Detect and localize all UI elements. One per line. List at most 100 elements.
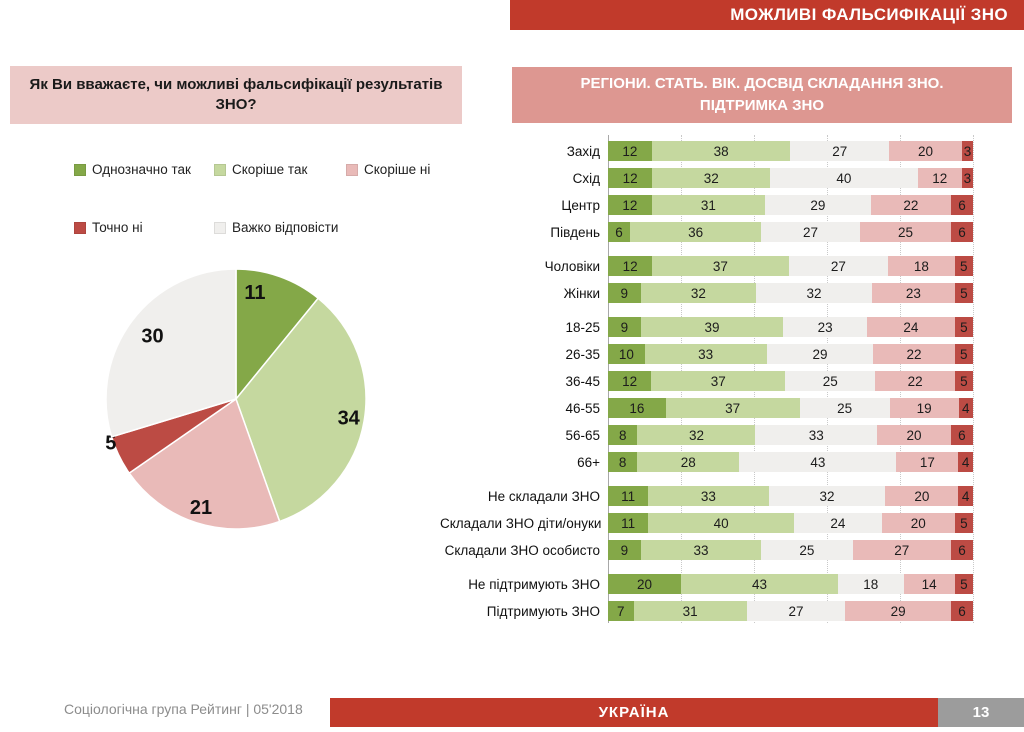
bar-track: 9 33 25 27 6 bbox=[608, 540, 973, 560]
bar-row-label: Складали ЗНО діти/онуки bbox=[440, 515, 602, 531]
bar-segment-definitely_no: 6 bbox=[951, 195, 973, 215]
bar-segment-hard_to_say: 33 bbox=[755, 425, 878, 445]
bar-segment-hard_to_say: 29 bbox=[764, 195, 871, 215]
bar-segment-rather_yes: 37 bbox=[652, 256, 789, 276]
slide-title: МОЖЛИВІ ФАЛЬСИФІКАЦІЇ ЗНО bbox=[730, 5, 1008, 24]
bar-row-label: Складали ЗНО особисто bbox=[444, 542, 600, 558]
legend-swatch-definitely_yes bbox=[74, 163, 86, 176]
slide-title-bar: МОЖЛИВІ ФАЛЬСИФІКАЦІЇ ЗНО bbox=[510, 0, 1024, 30]
bar-track: 11 33 32 20 4 bbox=[608, 486, 973, 506]
pie-slice-rather_yes bbox=[235, 297, 367, 523]
bar-segment-rather_no: 12 bbox=[917, 168, 962, 188]
legend-item-hard_to_say: Важко відповісти bbox=[214, 220, 346, 235]
legend-label: Важко відповісти bbox=[232, 220, 339, 235]
pie-value-label: 5 bbox=[105, 433, 116, 455]
legend-swatch-rather_yes bbox=[214, 163, 226, 176]
bar-row-label: 26-35 bbox=[565, 346, 600, 362]
bar-row-label: 36-45 bbox=[565, 373, 600, 389]
bar-segment-rather_yes: 36 bbox=[629, 222, 762, 242]
bar-segment-hard_to_say: 25 bbox=[785, 371, 876, 391]
bar-row: 26-35 10 33 29 22 5 bbox=[440, 344, 973, 364]
bar-row-label: Центр bbox=[561, 197, 600, 213]
pie-value-label: 34 bbox=[338, 408, 361, 430]
bar-segment-definitely_yes: 9 bbox=[608, 540, 641, 560]
pie-value-label: 11 bbox=[244, 282, 265, 304]
bar-segment-rather_no: 20 bbox=[885, 486, 959, 506]
bar-segment-definitely_yes: 12 bbox=[608, 168, 653, 188]
bar-segment-definitely_yes: 16 bbox=[608, 398, 666, 418]
bar-segment-rather_no: 22 bbox=[870, 195, 952, 215]
bar-segment-definitely_no: 4 bbox=[958, 486, 973, 506]
bar-segment-definitely_yes: 10 bbox=[608, 344, 645, 364]
bar-row: Південь 6 36 27 25 6 bbox=[440, 222, 973, 242]
pie-chart: 11 34 21 5 30 bbox=[100, 263, 372, 535]
bar-row: 36-45 12 37 25 22 5 bbox=[440, 371, 973, 391]
bar-segment-hard_to_say: 25 bbox=[799, 398, 890, 418]
bar-row-label: Підтримують ЗНО bbox=[486, 603, 600, 619]
bar-row: Захід 12 38 27 20 3 bbox=[440, 141, 973, 161]
bar-row: Підтримують ЗНО 7 31 27 29 6 bbox=[440, 601, 973, 621]
bar-segment-definitely_no: 5 bbox=[954, 371, 973, 391]
pie-value-label: 30 bbox=[141, 326, 163, 348]
bar-segment-rather_no: 14 bbox=[903, 574, 955, 594]
question-box: Як Ви вважаєте, чи можливі фальсифікації… bbox=[10, 66, 462, 124]
bar-row: Складали ЗНО особисто 9 33 25 27 6 bbox=[440, 540, 973, 560]
bar-segment-rather_yes: 31 bbox=[651, 195, 765, 215]
bar-segment-definitely_yes: 12 bbox=[608, 256, 653, 276]
bar-chart-header-line2: ПІДТРИМКА ЗНО bbox=[699, 97, 825, 114]
bar-row: 18-25 9 39 23 24 5 bbox=[440, 317, 973, 337]
bar-segment-rather_yes: 38 bbox=[651, 141, 791, 161]
legend-swatch-rather_no bbox=[346, 163, 358, 176]
bar-segment-hard_to_say: 23 bbox=[783, 317, 868, 337]
bar-segment-rather_yes: 37 bbox=[665, 398, 800, 418]
bar-row: 56-65 8 32 33 20 6 bbox=[440, 425, 973, 445]
bar-segment-hard_to_say: 27 bbox=[746, 601, 846, 621]
bar-segment-rather_yes: 32 bbox=[637, 425, 756, 445]
bar-row-label: Південь bbox=[550, 224, 600, 240]
bar-track: 12 32 40 12 3 bbox=[608, 168, 973, 188]
bar-segment-hard_to_say: 29 bbox=[766, 344, 874, 364]
bar-segment-definitely_no: 4 bbox=[958, 398, 973, 418]
pie-slice-definitely_yes bbox=[235, 268, 320, 402]
bar-chart-header-line1: РЕГІОНИ. СТАТЬ. ВІК. ДОСВІД СКЛАДАННЯ ЗН… bbox=[580, 75, 944, 93]
legend-label: Точно ні bbox=[92, 220, 143, 235]
bar-segment-rather_no: 25 bbox=[859, 222, 952, 242]
bar-segment-definitely_no: 5 bbox=[954, 256, 973, 276]
bar-row: Центр 12 31 29 22 6 bbox=[440, 195, 973, 215]
bar-row-label: 18-25 bbox=[565, 319, 600, 335]
bar-segment-definitely_yes: 11 bbox=[608, 486, 649, 506]
bar-segment-definitely_yes: 8 bbox=[608, 425, 638, 445]
bar-row: Не підтримують ЗНО 20 43 18 14 5 bbox=[440, 574, 973, 594]
bar-row: Жінки 9 32 32 23 5 bbox=[440, 283, 973, 303]
pie-value-label: 21 bbox=[190, 497, 212, 519]
bar-segment-hard_to_say: 27 bbox=[790, 141, 890, 161]
bar-segment-rather_yes: 39 bbox=[640, 317, 784, 337]
bar-segment-definitely_no: 5 bbox=[954, 344, 973, 364]
bar-track: 9 39 23 24 5 bbox=[608, 317, 973, 337]
legend-item-definitely_no: Точно ні bbox=[74, 220, 214, 235]
bar-segment-definitely_yes: 12 bbox=[608, 371, 652, 391]
legend-item-rather_no: Скоріше ні bbox=[346, 162, 474, 177]
bar-segment-hard_to_say: 27 bbox=[788, 256, 889, 276]
bar-row-label: Не складали ЗНО bbox=[487, 488, 600, 504]
bar-segment-hard_to_say: 25 bbox=[761, 540, 853, 560]
bar-segment-definitely_yes: 9 bbox=[608, 283, 641, 303]
bar-track: 20 43 18 14 5 bbox=[608, 574, 973, 594]
bar-row: Чоловіки 12 37 27 18 5 bbox=[440, 256, 973, 276]
bar-row-label: 56-65 bbox=[565, 427, 600, 443]
bar-segment-definitely_no: 5 bbox=[954, 283, 973, 303]
legend-swatch-hard_to_say bbox=[214, 221, 226, 234]
bar-segment-definitely_no: 6 bbox=[951, 540, 973, 560]
bar-segment-rather_no: 20 bbox=[889, 141, 963, 161]
pie-slice-rather_no bbox=[128, 397, 281, 530]
bar-row-label: 66+ bbox=[577, 454, 600, 470]
bar-track: 9 32 32 23 5 bbox=[608, 283, 973, 303]
bar-track: 11 40 24 20 5 bbox=[608, 513, 973, 533]
bar-segment-definitely_no: 5 bbox=[954, 574, 973, 594]
bar-track: 12 37 25 22 5 bbox=[608, 371, 973, 391]
bar-group-age: 18-25 9 39 23 24 5 26-35 10 33 29 22 5 36-45 12 37 25 22… bbox=[440, 317, 973, 472]
question-text: Як Ви вважаєте, чи можливі фальсифікації… bbox=[29, 75, 443, 113]
bar-segment-definitely_yes: 12 bbox=[608, 141, 652, 161]
bar-segment-rather_no: 24 bbox=[867, 317, 955, 337]
bar-segment-definitely_yes: 7 bbox=[608, 601, 634, 621]
